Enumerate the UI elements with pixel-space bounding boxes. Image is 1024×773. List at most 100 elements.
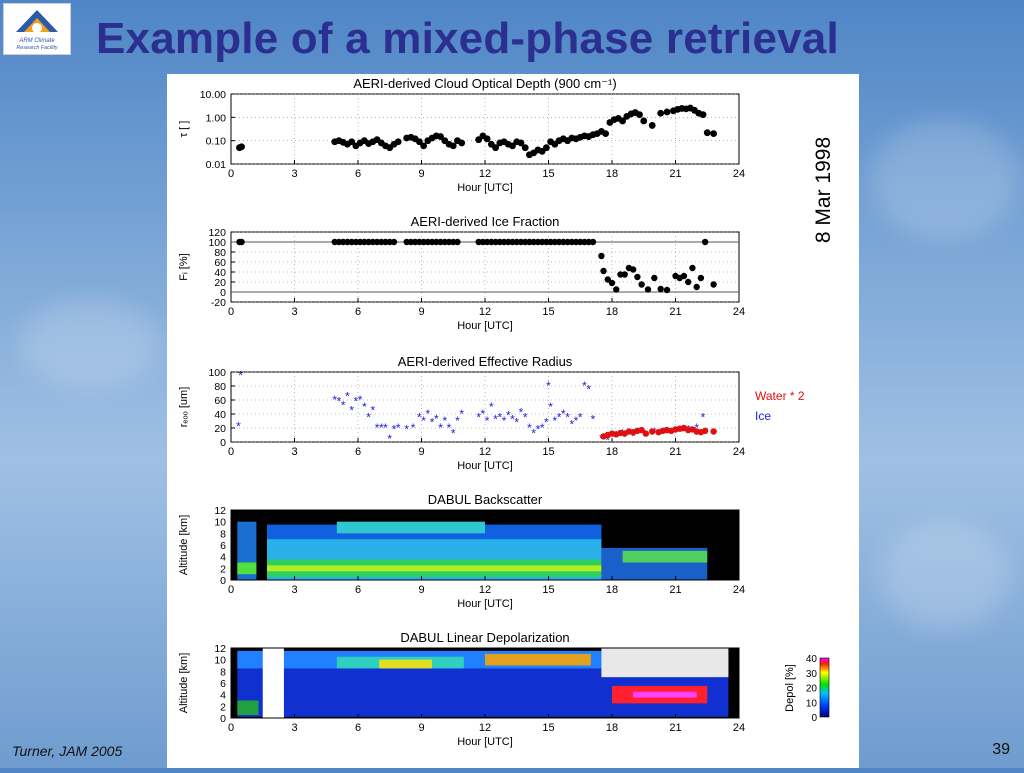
y-axis-label: τ [ ] — [178, 121, 190, 138]
y-tick-label: 60 — [214, 257, 226, 269]
figure-svg: AERI-derived Cloud Optical Depth (900 cm… — [178, 76, 835, 748]
chart-panel-3: AERI-derived Effective Radius 0 3 6 9 12 15 18 2… — [178, 354, 745, 472]
ice-point: * — [523, 411, 528, 425]
data-point — [697, 274, 705, 282]
ice-point: * — [476, 411, 481, 425]
heatmap-band — [633, 691, 697, 698]
data-point — [636, 111, 643, 119]
y-tick-label: 4 — [220, 690, 226, 702]
ice-point: * — [430, 415, 435, 429]
water-point — [638, 426, 645, 434]
x-tick-label: 9 — [418, 584, 424, 596]
y-tick-label: 10.00 — [200, 89, 226, 101]
x-axis-label: Hour [UTC] — [457, 460, 513, 472]
ice-point: * — [565, 411, 570, 425]
ice-point: * — [236, 420, 241, 434]
data-point — [483, 135, 491, 143]
x-axis-label: Hour [UTC] — [457, 182, 513, 194]
y-tick-label: 100 — [208, 367, 226, 379]
data-point — [521, 144, 529, 152]
data-point — [509, 142, 516, 150]
x-tick-label: 9 — [418, 168, 424, 180]
y-tick-label: 1.00 — [206, 112, 227, 124]
data-point — [604, 276, 611, 283]
data-point — [693, 283, 700, 291]
y-tick-label: 12 — [214, 643, 226, 655]
heatmap-band — [262, 648, 284, 718]
ice-point: * — [459, 407, 464, 421]
heatmap-band — [336, 521, 485, 534]
ice-point: * — [332, 393, 337, 407]
y-tick-label: 40 — [214, 409, 226, 421]
x-tick-label: 21 — [669, 168, 681, 180]
x-tick-label: 3 — [291, 722, 297, 734]
x-tick-label: 0 — [228, 168, 234, 180]
ice-point: * — [438, 421, 443, 435]
heatmap-band — [379, 659, 433, 669]
sky-cloud — [20, 300, 160, 390]
data-point — [348, 138, 356, 146]
legend-ice: Ice — [755, 409, 771, 423]
ice-point: * — [582, 379, 587, 393]
x-tick-label: 24 — [733, 446, 745, 458]
x-tick-label: 12 — [479, 722, 491, 734]
ice-point: * — [337, 394, 342, 408]
x-tick-label: 3 — [291, 168, 297, 180]
x-tick-label: 21 — [669, 584, 681, 596]
ice-point: * — [354, 394, 359, 408]
y-tick-label: 6 — [220, 540, 226, 552]
ice-point: * — [345, 390, 350, 404]
y-tick-label: 10 — [214, 655, 226, 667]
colorbar-tick-label: 30 — [806, 669, 818, 680]
data-point — [602, 130, 610, 138]
x-tick-label: 3 — [291, 446, 297, 458]
data-point — [640, 117, 648, 125]
data-point — [710, 130, 717, 138]
ice-point: * — [489, 400, 494, 414]
x-tick-label: 9 — [418, 446, 424, 458]
water-point — [649, 428, 656, 435]
data-point — [685, 278, 692, 286]
page-number: 39 — [992, 741, 1010, 758]
y-tick-label: 80 — [214, 247, 226, 259]
data-point — [394, 138, 402, 146]
ice-point: * — [387, 432, 392, 446]
ice-point: * — [481, 407, 486, 421]
x-axis-label: Hour [UTC] — [457, 320, 513, 332]
chart-title: AERI-derived Ice Fraction — [411, 214, 560, 229]
ice-point: * — [591, 413, 596, 427]
x-tick-label: 21 — [669, 306, 681, 318]
y-axis-label: Altitude [km] — [178, 653, 190, 714]
depol-colorbar — [819, 657, 830, 718]
x-tick-label: 6 — [355, 722, 361, 734]
chart-title: AERI-derived Effective Radius — [398, 354, 573, 369]
y-tick-label: 40 — [214, 267, 226, 279]
y-tick-label: 0 — [220, 287, 226, 299]
x-tick-label: 12 — [479, 168, 491, 180]
data-point — [651, 274, 658, 282]
data-point — [598, 252, 605, 260]
ice-point: * — [493, 413, 498, 427]
ice-point: * — [680, 425, 685, 439]
x-tick-label: 12 — [479, 446, 491, 458]
colorbar-tick-label: 40 — [806, 654, 818, 665]
ice-point: * — [447, 421, 452, 435]
citation: Turner, JAM 2005 — [12, 743, 123, 759]
legend-water: Water * 2 — [755, 389, 805, 403]
y-tick-label: 120 — [208, 227, 226, 239]
x-tick-label: 9 — [418, 722, 424, 734]
y-axis-label: Fᵢ [%] — [178, 253, 190, 280]
x-tick-label: 18 — [606, 168, 618, 180]
y-tick-label: 8 — [220, 666, 226, 678]
x-tick-label: 24 — [733, 584, 745, 596]
y-tick-label: 0.01 — [206, 159, 227, 171]
data-point — [517, 139, 525, 147]
x-tick-label: 0 — [228, 584, 234, 596]
arm-logo: ARM Climate Research Facility — [3, 3, 71, 55]
ice-point: * — [574, 414, 579, 428]
colorbar-tick-label: 0 — [811, 713, 817, 724]
ice-point: * — [375, 421, 380, 435]
ice-point: * — [411, 421, 416, 435]
